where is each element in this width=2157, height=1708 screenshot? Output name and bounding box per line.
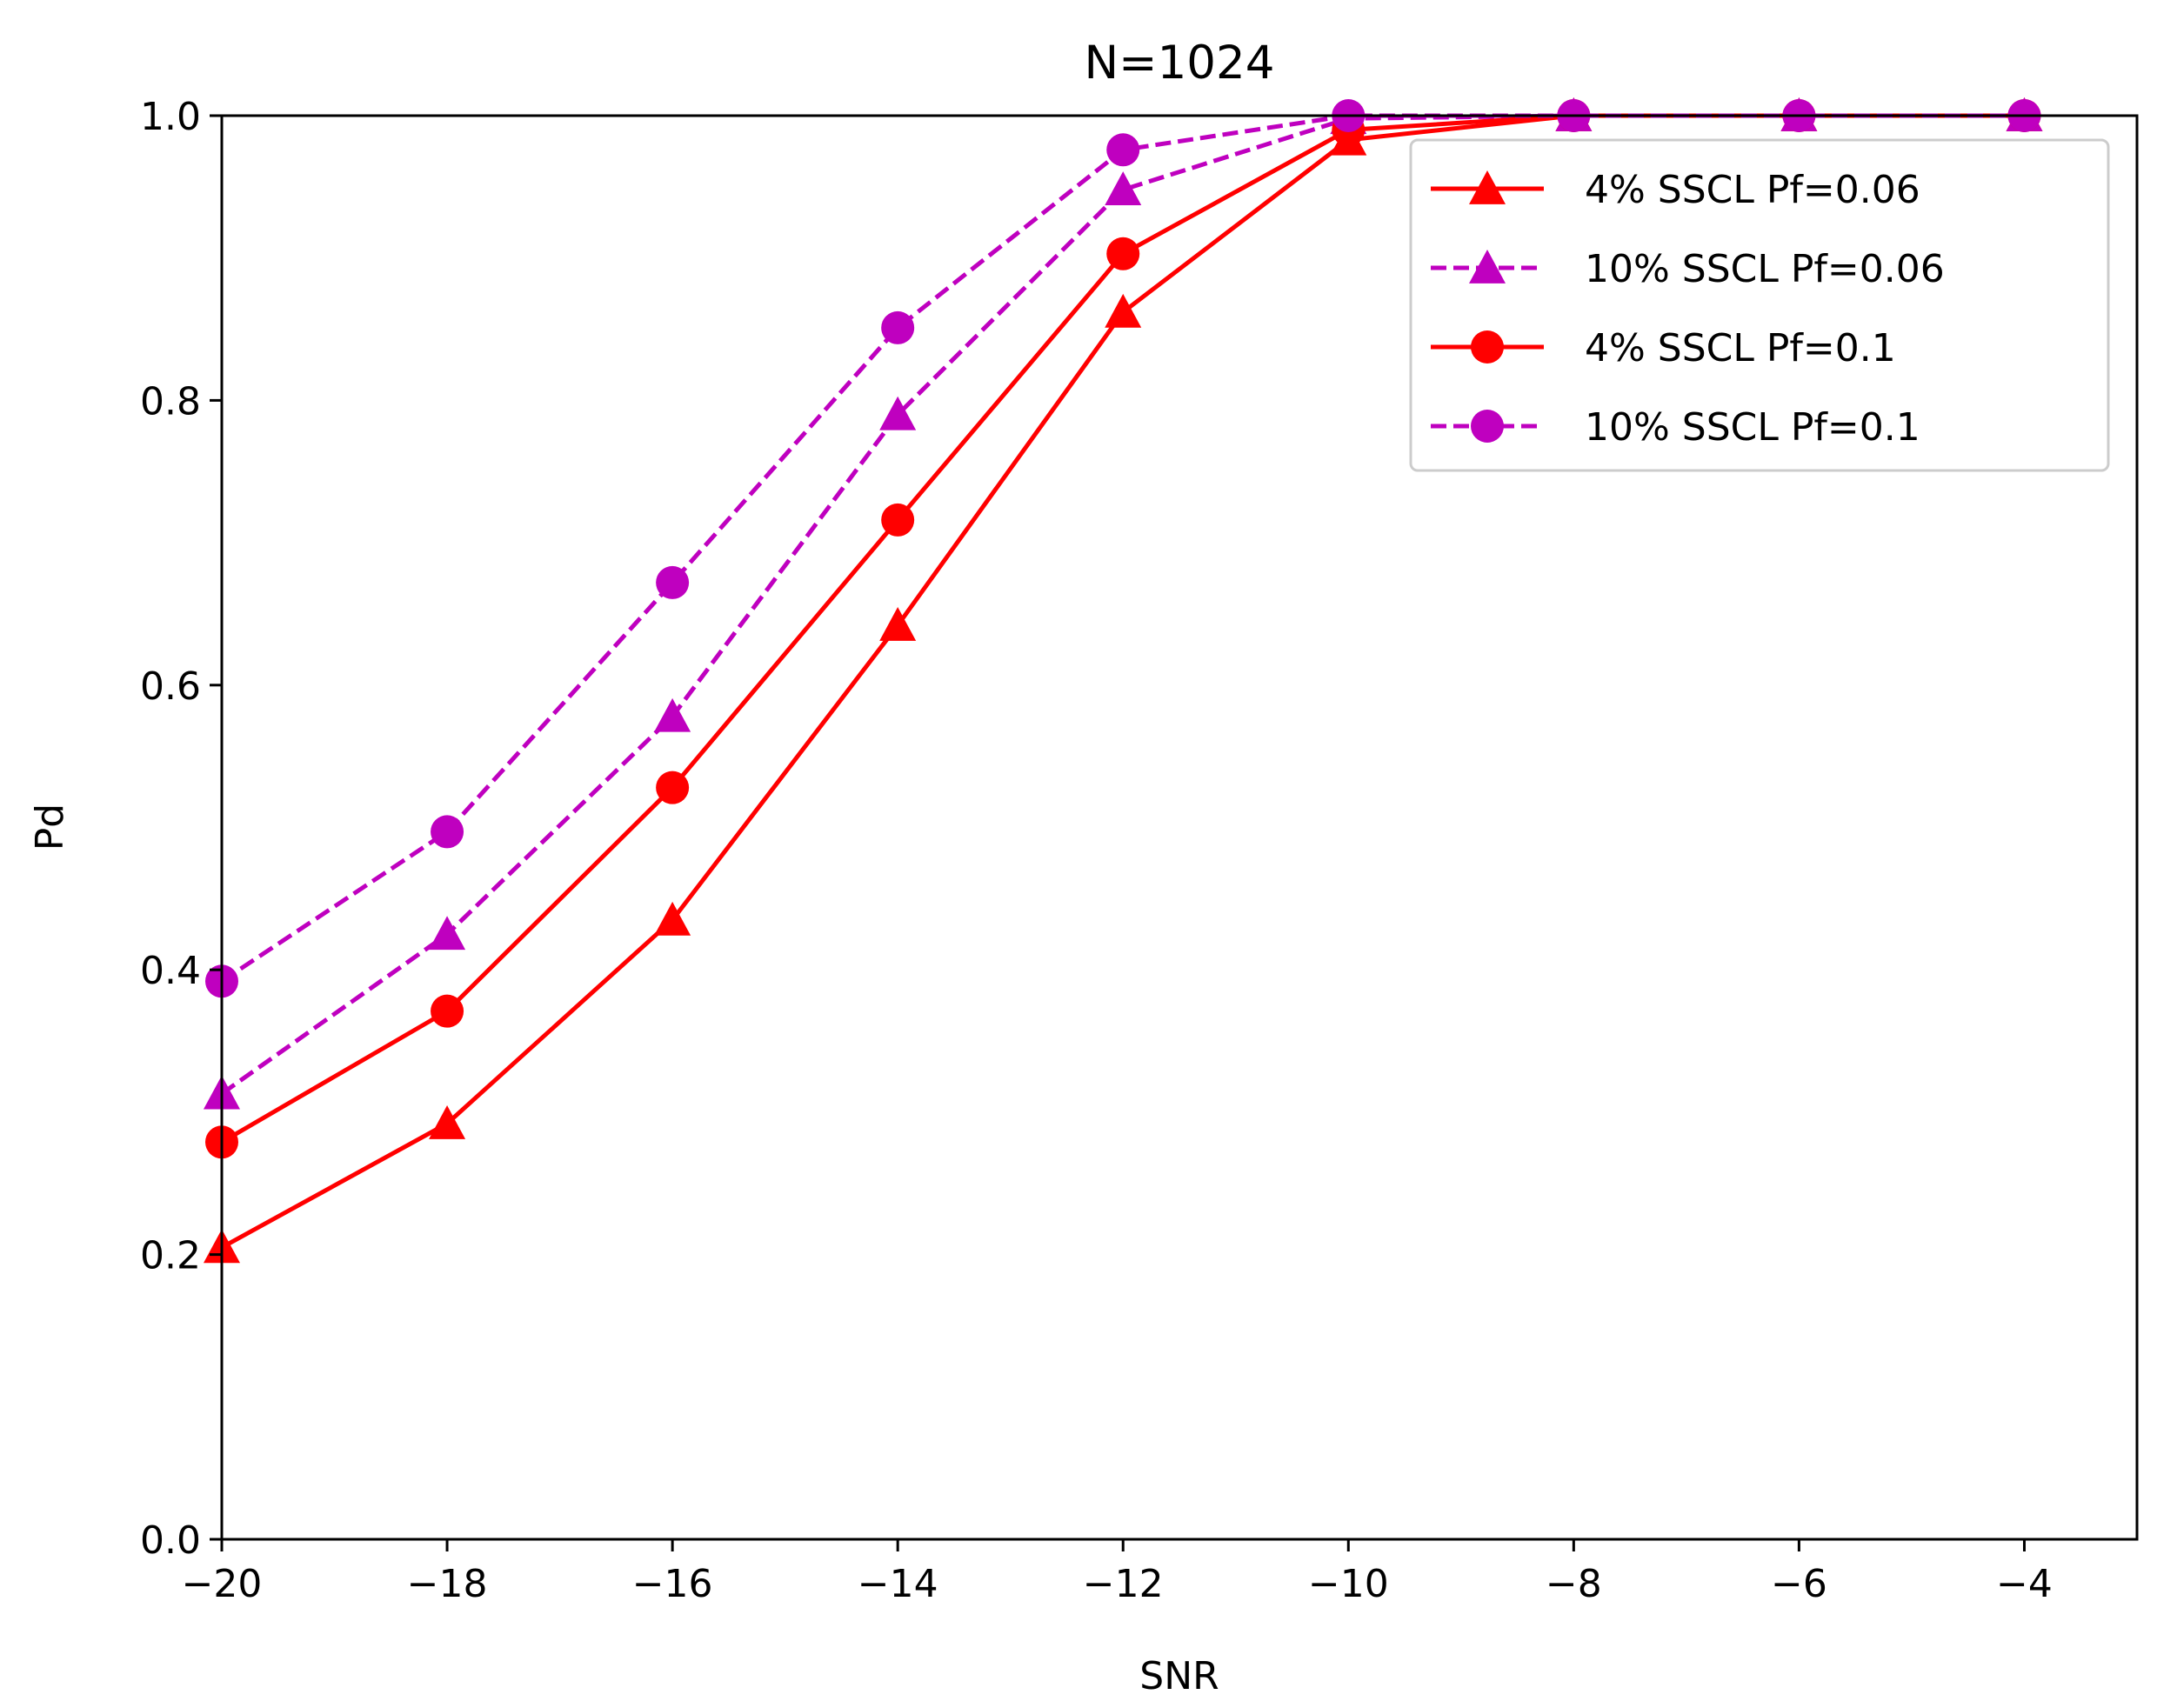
y-axis-label: Pd xyxy=(28,804,72,851)
x-tick-label: −18 xyxy=(407,1562,488,1606)
legend-marker xyxy=(1469,250,1506,284)
chart-title: N=1024 xyxy=(1085,37,1275,90)
data-point xyxy=(1106,133,1140,167)
data-point xyxy=(431,994,464,1028)
x-tick-label: −10 xyxy=(1308,1562,1389,1606)
x-tick-label: −12 xyxy=(1083,1562,1164,1606)
x-axis-label: SNR xyxy=(1139,1654,1219,1698)
legend-label: 4% SSCL Pf=0.1 xyxy=(1585,326,1896,370)
data-point xyxy=(881,503,915,537)
y-tick-label: 1.0 xyxy=(140,95,201,139)
legend-item: 4% SSCL Pf=0.1 xyxy=(1431,326,1896,370)
legend-label: 10% SSCL Pf=0.06 xyxy=(1585,247,1945,291)
legend-item: 10% SSCL Pf=0.06 xyxy=(1431,247,1945,291)
legend-marker xyxy=(1471,330,1504,364)
data-point xyxy=(879,607,917,641)
y-axis: 0.0 0.2 0.4 0.6 0.8 1.0 xyxy=(140,95,222,1563)
data-point xyxy=(879,396,917,430)
data-point xyxy=(431,815,464,849)
y-tick-label: 0.2 xyxy=(140,1234,201,1278)
x-tick-label: −6 xyxy=(1771,1562,1827,1606)
data-point xyxy=(1105,171,1142,205)
legend-box xyxy=(1409,138,2110,472)
y-tick-label: 0.4 xyxy=(140,949,201,993)
data-point xyxy=(654,697,691,732)
data-point xyxy=(656,771,690,804)
plot-frame xyxy=(220,114,2139,1541)
data-point xyxy=(881,310,915,344)
legend: 4% SSCL Pf=0.06 10% SSCL Pf=0.06 4% SSCL P… xyxy=(1409,138,2110,472)
x-tick-label: −16 xyxy=(632,1562,713,1606)
legend-marker xyxy=(1471,410,1504,443)
y-tick-label: 0.0 xyxy=(140,1518,201,1563)
x-tick-label: −8 xyxy=(1546,1562,1602,1606)
x-tick-label: −20 xyxy=(182,1562,263,1606)
x-tick-label: −14 xyxy=(858,1562,938,1606)
x-tick-label: −4 xyxy=(1996,1562,2053,1606)
data-point xyxy=(656,565,690,599)
y-tick-label: 0.8 xyxy=(140,379,201,424)
data-point xyxy=(1106,237,1140,270)
data-point xyxy=(1105,293,1142,328)
legend-item: 10% SSCL Pf=0.1 xyxy=(1431,405,1920,450)
data-point xyxy=(654,901,691,936)
x-axis: −20 −18 −16 −14 −12 −10 −8 −6 −4 xyxy=(182,1539,2053,1606)
legend-marker xyxy=(1469,170,1506,204)
legend-label: 10% SSCL Pf=0.1 xyxy=(1585,405,1920,450)
y-tick-label: 0.6 xyxy=(140,664,201,709)
data-point xyxy=(429,1104,466,1139)
data-point xyxy=(429,916,466,951)
legend-item: 4% SSCL Pf=0.06 xyxy=(1431,168,1920,212)
legend-label: 4% SSCL Pf=0.06 xyxy=(1585,168,1920,212)
